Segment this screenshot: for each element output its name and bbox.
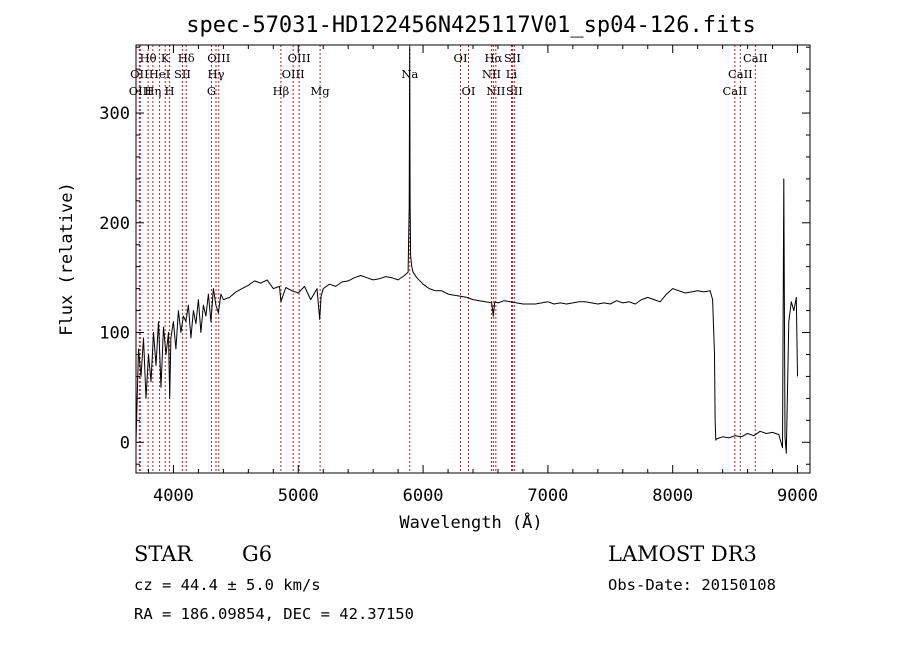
axis-ticks bbox=[136, 45, 810, 473]
emission-line-label: CaII bbox=[722, 84, 747, 98]
emission-line-label: NII bbox=[482, 67, 501, 81]
emission-line-label: SII bbox=[506, 84, 523, 98]
emission-line-label: OI bbox=[454, 51, 468, 65]
y-axis-label: Flux (relative) bbox=[57, 182, 77, 336]
emission-line-label: OIII bbox=[282, 67, 305, 81]
plot-frame bbox=[135, 44, 811, 474]
emission-line-label: Hα bbox=[484, 51, 502, 65]
emission-line-label: Hθ bbox=[140, 51, 157, 65]
spectral-subclass: G6 bbox=[242, 542, 272, 566]
coordinates-info: RA = 186.09854, DEC = 42.37150 bbox=[134, 605, 414, 623]
emission-line-label: SII bbox=[504, 51, 521, 65]
x-tick-label: 8000 bbox=[652, 486, 693, 506]
emission-line-label: OI bbox=[462, 84, 476, 98]
x-tick-label: 7000 bbox=[527, 486, 568, 506]
emission-line-label: Mg bbox=[311, 84, 331, 98]
y-tick-label: 100 bbox=[99, 324, 130, 344]
emission-line-label: Hδ bbox=[178, 51, 195, 65]
axis-tick-labels: 4000 5000 6000 7000 8000 9000 0 100 200 300 bbox=[99, 104, 818, 506]
object-type: STAR bbox=[134, 542, 193, 566]
redshift-info: cz = 44.4 ± 5.0 km/s bbox=[134, 576, 321, 594]
y-tick-label: 0 bbox=[120, 433, 130, 453]
emission-line-label: NII bbox=[486, 84, 505, 98]
chart-title: spec-57031-HD122456N425117V01_sp04-126.f… bbox=[186, 13, 756, 38]
obs-date: Obs-Date: 20150108 bbox=[608, 576, 776, 594]
emission-line-label: OIII bbox=[207, 51, 230, 65]
emission-line-label: H bbox=[165, 84, 175, 98]
x-tick-label: 6000 bbox=[403, 486, 444, 506]
x-tick-label: 4000 bbox=[153, 486, 194, 506]
emission-line-label: K bbox=[161, 51, 170, 65]
y-tick-label: 200 bbox=[99, 214, 130, 234]
x-tick-label: 9000 bbox=[777, 486, 818, 506]
x-axis-label: Wavelength (Å) bbox=[399, 511, 542, 533]
y-tick-label: 300 bbox=[99, 104, 130, 124]
emission-line-label: G bbox=[207, 84, 216, 98]
x-tick-label: 5000 bbox=[278, 486, 319, 506]
emission-line-label: OIII bbox=[288, 51, 311, 65]
emission-line-label: Li bbox=[506, 67, 518, 81]
emission-line-label: SII bbox=[174, 67, 191, 81]
survey-name: LAMOST DR3 bbox=[608, 542, 757, 566]
emission-line-label: OIII bbox=[129, 84, 152, 98]
emission-line-label: CaII bbox=[743, 51, 768, 65]
emission-line-label: HeI bbox=[149, 67, 170, 81]
emission-line-label: Hη bbox=[144, 84, 161, 98]
emission-line-label: Hγ bbox=[208, 67, 225, 81]
emission-line-labels: Hθ OII OIII K HeI Hη SII H Hδ OIII Hγ G OIII OIII Hβ Mg… bbox=[129, 51, 768, 98]
emission-line-label: OII bbox=[130, 67, 149, 81]
emission-line-label: CaII bbox=[728, 67, 753, 81]
spectrum-line bbox=[135, 46, 798, 454]
emission-line-label: Hβ bbox=[273, 84, 290, 98]
emission-line-markers bbox=[138, 45, 756, 473]
